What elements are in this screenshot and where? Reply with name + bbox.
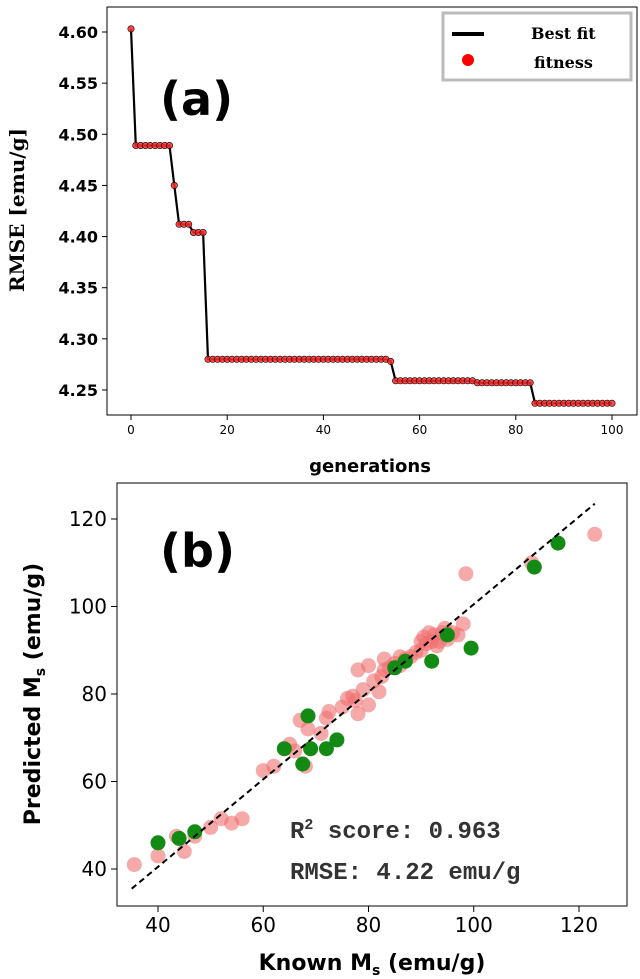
x-tick-label: 80 (356, 913, 381, 937)
test-point (526, 559, 542, 575)
train-point (150, 848, 166, 864)
fitness-point (166, 142, 174, 150)
x-tick-label: 20 (220, 423, 235, 437)
panel-b-x-ticks: 40 60 80 100 120 (145, 906, 598, 937)
panel-b: 40 60 80 100 120 40 60 80 100 120 (b) R2 score: … (21, 482, 628, 979)
panel-b-x-axis-label: Known Ms (emu/g) (259, 951, 486, 979)
test-point (318, 741, 334, 757)
y-tick-label: 4.45 (59, 176, 98, 195)
y-tick-label: 4.30 (59, 330, 98, 349)
panel-a-plot-frame (106, 6, 638, 416)
train-point (266, 758, 282, 774)
y-tick-label: 40 (82, 857, 107, 881)
fitness-point (199, 229, 207, 237)
x-tick-label: 60 (251, 913, 276, 937)
test-point (300, 708, 316, 724)
train-point (321, 704, 337, 719)
y-tick-label: 4.50 (59, 125, 98, 144)
r2-prefix: R (290, 819, 305, 846)
y-tick-label: 80 (82, 682, 107, 706)
y-tick-label: 4.40 (59, 228, 98, 247)
y-label-unit: (emu/g) (21, 563, 46, 668)
panel-a-y-ticks: 4.25 4.30 4.35 4.40 4.45 4.50 4.55 4.60 (59, 23, 107, 400)
legend-fitness-label: fitness (534, 53, 593, 72)
y-tick-label: 4.25 (59, 381, 98, 400)
test-point (463, 640, 479, 656)
rmse-annotation: RMSE: 4.22 emu/g (290, 860, 520, 887)
fitness-point (526, 379, 534, 387)
train-point (455, 616, 471, 632)
panel-a-x-ticks: 0 20 40 60 80 100 (127, 415, 623, 437)
r2-superscript: 2 (304, 817, 313, 834)
x-tick-label: 100 (601, 423, 624, 437)
x-label-subscript: s (372, 963, 380, 979)
x-tick-label: 0 (127, 423, 135, 437)
panel-b-points (126, 526, 603, 873)
train-point (350, 706, 366, 722)
y-label-main: Predicted M (21, 676, 46, 825)
train-point (371, 684, 387, 700)
panel-b-y-axis-label: Predicted Ms (emu/g) (21, 563, 49, 825)
x-tick-label: 100 (455, 913, 493, 937)
x-tick-label: 80 (508, 423, 523, 437)
train-point (587, 526, 603, 542)
train-point (313, 725, 329, 741)
train-point (203, 819, 219, 835)
panel-b-fit-line (131, 502, 596, 890)
train-point (300, 721, 316, 737)
test-point (424, 653, 440, 669)
r2-value: score: 0.963 (313, 819, 500, 846)
fitness-point (170, 181, 178, 189)
panel-b-y-ticks: 40 60 80 100 120 (69, 507, 117, 881)
panel-b-label: (b) (160, 524, 235, 578)
fitness-point (127, 25, 135, 33)
x-tick-label: 40 (316, 423, 331, 437)
test-point (187, 824, 203, 840)
fitness-point (387, 357, 395, 365)
y-tick-label: 100 (69, 595, 107, 619)
y-tick-label: 120 (69, 507, 107, 531)
y-label-subscript: s (33, 668, 49, 676)
y-tick-label: 4.35 (59, 279, 98, 298)
panel-a-fitness-points (127, 25, 616, 407)
legend-frame (441, 11, 633, 82)
test-point (550, 535, 566, 551)
train-point (361, 697, 376, 713)
test-point (329, 732, 345, 748)
train-point (347, 693, 363, 709)
legend-fitness-swatch (462, 54, 474, 66)
test-point (439, 627, 455, 643)
train-point (458, 566, 474, 582)
panel-a: 0 20 40 60 80 100 4.25 4.30 4.35 4.40 4.45 4.50 4.5… (5, 6, 638, 477)
y-tick-label: 60 (82, 770, 107, 794)
x-tick-label: 60 (412, 423, 427, 437)
test-point (150, 835, 166, 851)
train-point (361, 658, 376, 674)
r2-score-annotation: R2 score: 0.963 (290, 817, 501, 846)
train-point (234, 811, 250, 827)
test-point (171, 830, 187, 846)
panel-a-y-axis-label: RMSE [emu/g] (5, 128, 29, 292)
test-point (276, 741, 292, 757)
panel-a-x-axis-label: generations (309, 456, 431, 477)
x-tick-label: 120 (560, 913, 598, 937)
fitness-point (185, 220, 193, 228)
train-point (176, 844, 192, 859)
x-label-main: Known M (259, 951, 372, 976)
x-tick-label: 40 (145, 913, 170, 937)
panel-a-label: (a) (160, 72, 233, 126)
test-point (295, 756, 311, 772)
x-label-unit: (emu/g) (380, 951, 485, 976)
legend-best-fit-label: Best fit (531, 24, 596, 43)
train-point (126, 857, 142, 873)
y-tick-label: 4.60 (59, 23, 98, 42)
y-tick-label: 4.55 (59, 74, 98, 93)
panel-a-legend: Best fit fitness (441, 11, 633, 82)
fitness-point (608, 399, 616, 407)
test-point (303, 741, 319, 757)
